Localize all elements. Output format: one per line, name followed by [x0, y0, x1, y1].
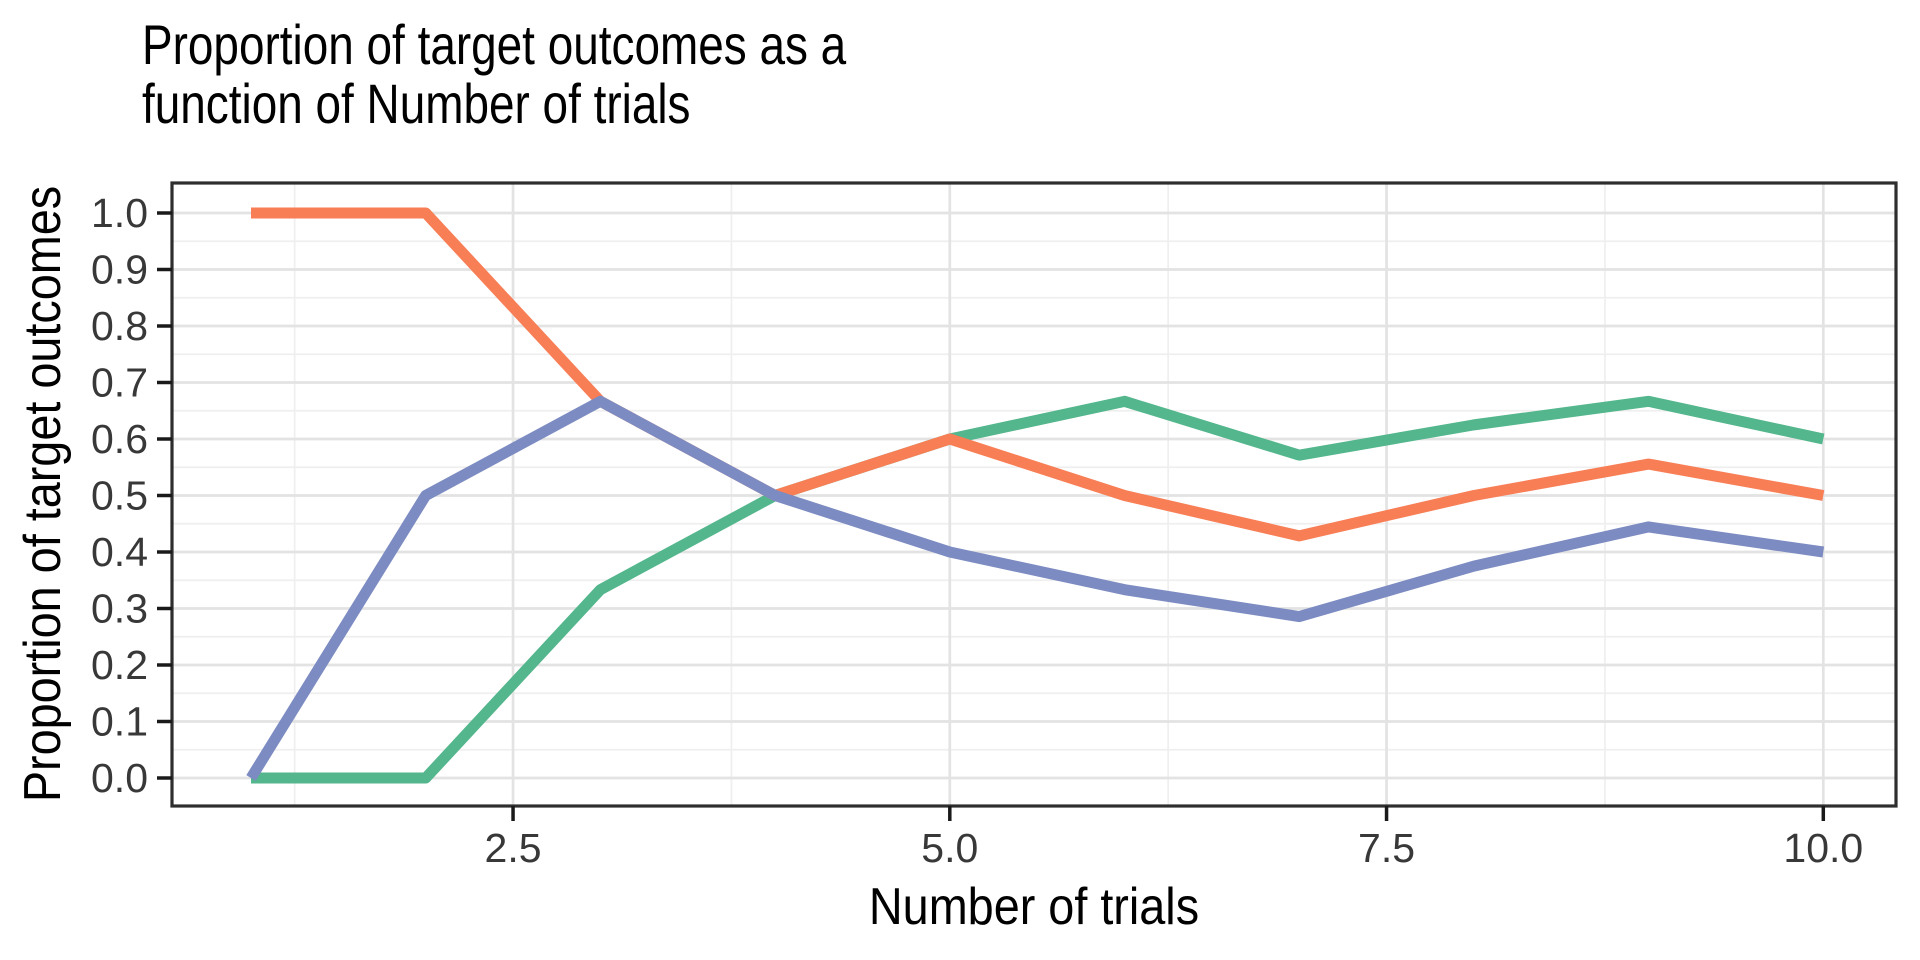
x-tick-label: 2.5 — [485, 825, 542, 871]
y-axis-title: Proportion of target outcomes — [14, 186, 72, 802]
y-tick-label: 0.5 — [91, 473, 148, 519]
y-tick-label: 0.0 — [91, 755, 148, 801]
y-tick-label: 0.6 — [91, 416, 148, 462]
y-tick-label: 1.0 — [91, 190, 148, 236]
y-tick-label: 0.8 — [91, 303, 148, 349]
series-lines-group — [246, 207, 1825, 784]
y-tick-label: 0.9 — [91, 247, 148, 293]
x-axis-tick-labels: 2.5 5.0 7.5 10.0 — [485, 825, 1864, 871]
series-line-orange — [251, 207, 1825, 542]
chart-title-line-1: Proportion of target outcomes as a — [142, 14, 847, 76]
x-axis-title: Number of trials — [869, 878, 1199, 936]
series-line-blue — [246, 395, 1825, 781]
y-tick-label: 0.3 — [91, 586, 148, 632]
x-tick-label: 7.5 — [1358, 825, 1415, 871]
series-line-green — [251, 395, 1825, 784]
y-axis-tick-labels: 0.0 0.1 0.2 0.3 0.4 0.5 0.6 0.7 0.8 0.9 1.0 — [91, 190, 148, 801]
x-tick-label: 5.0 — [921, 825, 978, 871]
major-gridlines-group — [172, 183, 1896, 806]
y-tick-label: 0.4 — [91, 529, 148, 575]
x-axis-ticks-group — [511, 806, 1826, 821]
chart-title-line-2: function of Number of trials — [142, 73, 691, 135]
y-axis-ticks-group — [157, 211, 172, 780]
y-tick-label: 0.1 — [91, 699, 148, 745]
x-tick-label: 10.0 — [1783, 825, 1863, 871]
y-tick-label: 0.2 — [91, 642, 148, 688]
y-tick-label: 0.7 — [91, 360, 148, 406]
